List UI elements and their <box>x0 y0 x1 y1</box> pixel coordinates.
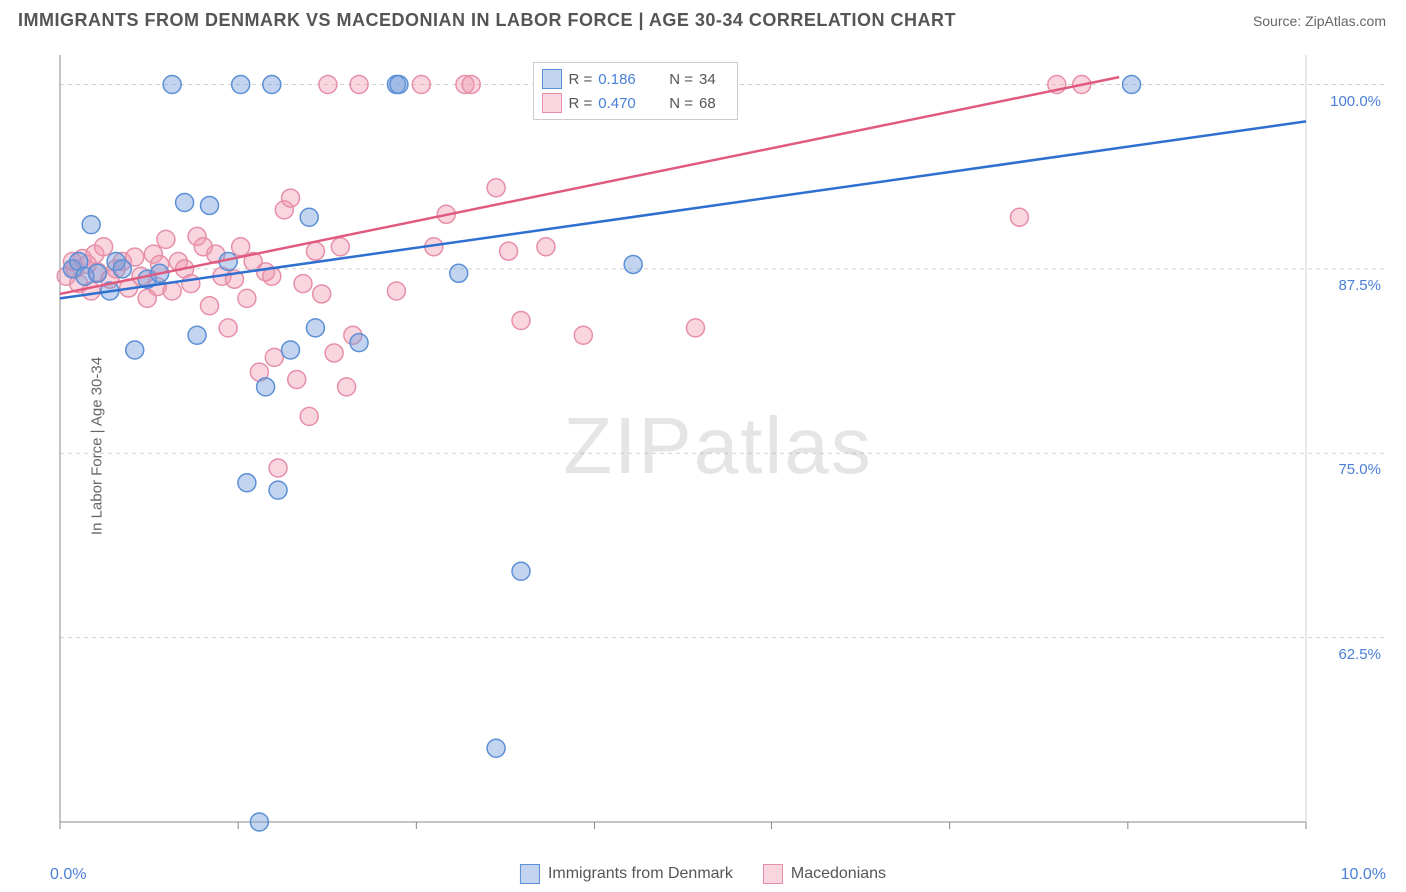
legend-correlation-box: R = 0.186 N = 34 R = 0.470 N = 68 <box>533 62 738 120</box>
y-tick-label: 100.0% <box>1330 93 1381 110</box>
y-tick-label: 87.5% <box>1338 277 1381 294</box>
legend-item-macedonians: Macedonians <box>763 864 886 884</box>
legend-swatch-macedonians <box>763 864 783 884</box>
source-label: Source: ZipAtlas.com <box>1253 13 1386 29</box>
n-value: 34 <box>699 71 729 88</box>
legend-correlation-row: R = 0.186 N = 34 <box>542 67 729 91</box>
x-axis-max-label: 10.0% <box>1341 866 1386 884</box>
chart-title: IMMIGRANTS FROM DENMARK VS MACEDONIAN IN… <box>18 10 956 31</box>
r-value: 0.470 <box>598 95 653 112</box>
chart-plot-area: ZIPatlas <box>50 50 1386 842</box>
n-label: N = <box>669 71 693 88</box>
legend-swatch-icon <box>542 93 562 113</box>
chart-svg <box>50 50 1386 842</box>
legend-item-denmark: Immigrants from Denmark <box>520 864 733 884</box>
legend-series-box: Immigrants from Denmark Macedonians <box>520 864 886 884</box>
legend-label-macedonians: Macedonians <box>791 865 886 883</box>
y-tick-label: 62.5% <box>1338 646 1381 663</box>
x-axis-min-label: 0.0% <box>50 866 86 884</box>
n-label: N = <box>669 95 693 112</box>
legend-swatch-icon <box>542 69 562 89</box>
r-label: R = <box>568 71 592 88</box>
legend-label-denmark: Immigrants from Denmark <box>548 865 733 883</box>
y-tick-label: 75.0% <box>1338 461 1381 478</box>
legend-correlation-row: R = 0.470 N = 68 <box>542 91 729 115</box>
n-value: 68 <box>699 95 729 112</box>
r-value: 0.186 <box>598 71 653 88</box>
r-label: R = <box>568 95 592 112</box>
legend-swatch-denmark <box>520 864 540 884</box>
chart-header: IMMIGRANTS FROM DENMARK VS MACEDONIAN IN… <box>0 0 1406 39</box>
